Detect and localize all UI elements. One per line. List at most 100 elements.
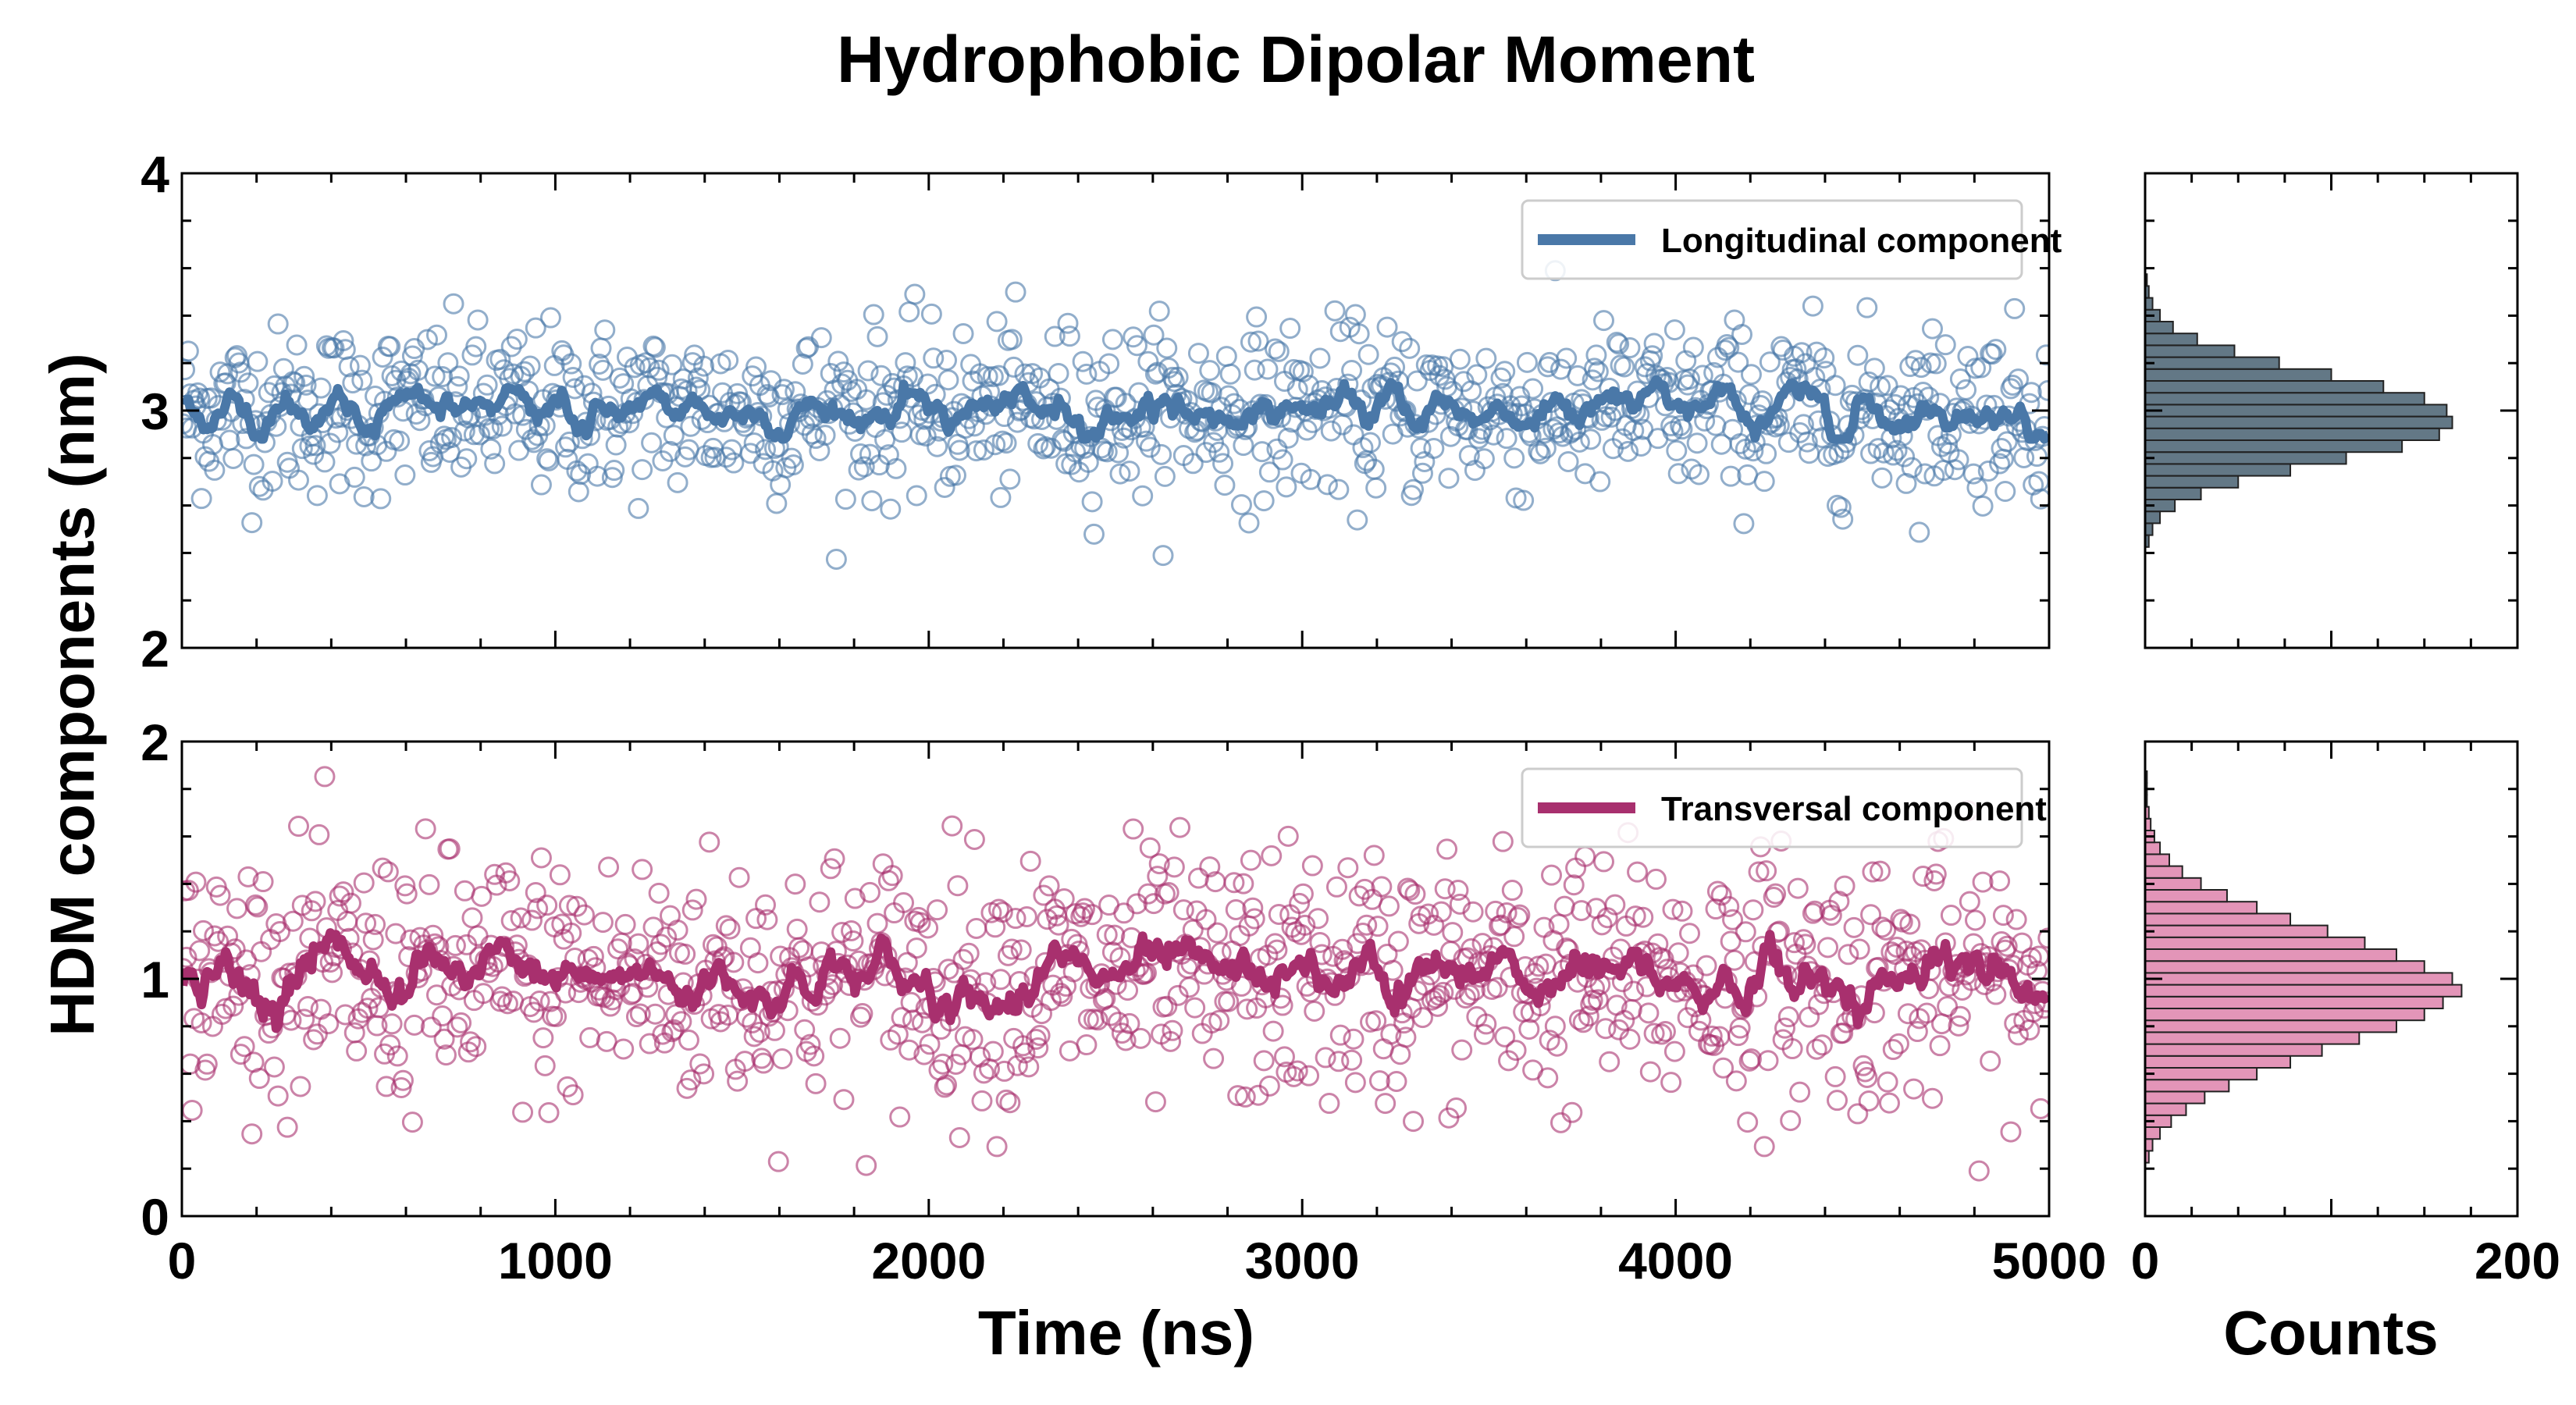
longitudinal-point [1051,429,1073,450]
longitudinal-point [1568,431,1590,453]
transversal-point [1619,1028,1641,1050]
transversal-point [1273,1046,1295,1068]
longitudinal-point [1968,413,1990,435]
transversal-point [1671,900,1693,922]
longitudinal-point [825,548,847,570]
longitudinal-point [1870,375,1891,397]
transversal-point [1356,914,1378,936]
transversal-point [1494,1026,1516,1048]
transversal-point [1753,1136,1775,1158]
transversal-point [1446,1097,1468,1119]
transversal-point [1929,1035,1951,1057]
transversal-point [201,1016,223,1037]
longitudinal-point [394,464,416,486]
longitudinal-point [1985,339,2007,361]
transversal-point [866,912,888,934]
transversal-hist-bar [2144,1031,2361,1045]
longitudinal-point [1614,356,1635,378]
transversal-point [592,912,614,934]
longitudinal-point [1815,361,1837,382]
longitudinal-point [1384,356,1406,378]
transversal-point [629,1003,651,1025]
longitudinal-point [1081,491,1103,513]
transversal-point [614,913,636,935]
longitudinal-point [857,360,879,382]
transversal-point [620,984,642,1005]
longitudinal-point [1144,363,1166,385]
transversal-point [1563,874,1585,896]
transversal-point [1856,1066,1878,1088]
transversal-point [648,882,670,904]
transversal-point [1139,837,1161,859]
transversal-point [1225,899,1247,921]
longitudinal-point [1466,364,1488,386]
transversal-point [1799,1006,1820,1028]
transversal-point [994,1060,1016,1082]
transversal-point [1718,895,1740,917]
transversal-point [1304,1000,1325,1022]
longitudinal-point [267,313,289,335]
transversal-point [290,1076,311,1097]
longitudinal-panel: 2 3 4 Longitudinal component [141,145,2062,678]
transversal-point [936,1074,958,1096]
longitudinal-point [306,485,328,507]
transversal-point [426,984,448,1006]
transversal-point [1458,984,1480,1006]
longitudinal-point [977,365,998,387]
longitudinal-point [1666,439,1688,461]
longitudinal-point [476,374,498,396]
transversal-point [435,1044,457,1066]
longitudinal-point [1215,346,1237,368]
transversal-point [1878,1092,1900,1114]
longitudinal-point [353,486,375,508]
longitudinal-point [370,488,392,510]
transversal-point [1019,850,1041,872]
transversal-point [500,910,522,932]
transversal-point [1663,1040,1685,1062]
longitudinal-point [1632,418,1654,440]
transversal-point [1783,932,1805,954]
transversal-point [196,1053,218,1075]
longitudinal-point [1096,441,1118,463]
longitudinal-point [224,347,246,368]
longitudinal-point [1415,354,1437,376]
longitudinal-point [1894,446,1916,468]
longitudinal-point [1824,375,1846,397]
transversal-point [396,883,418,905]
transversal-point [1010,939,1032,961]
transversal-point [471,885,493,907]
transversal-point [1119,1012,1140,1034]
transversal-panel: 0 1000 2000 3000 4000 5000 0 1 2 Transversal comp… [141,713,2106,1289]
transversal-point [248,1068,270,1090]
transversal-point [1593,851,1615,873]
transversal-point [1208,1009,1230,1031]
transversal-point [1740,1048,1762,1070]
transversal-point [1781,1038,1803,1060]
longitudinal-hist-bar [2144,475,2240,489]
longitudinal-point [570,464,592,486]
longitudinal-point [2008,368,2030,390]
longitudinal-point [237,372,259,394]
transversal-point [934,1076,955,1098]
longitudinal-point [1406,370,1428,392]
transversal-point [372,857,393,879]
transversal-point [304,891,326,912]
transversal-point [314,766,336,788]
longitudinal-point [1686,432,1708,454]
transversal-point [788,937,810,959]
transversal-point [1427,995,1449,1017]
transversal-point [1550,1112,1571,1133]
transversal-point [381,1013,403,1035]
transversal-point [193,919,215,941]
transversal-point [1262,1020,1284,1042]
transversal-hist-bar [2144,1079,2230,1093]
longitudinal-point [681,352,703,374]
transversal-point [1363,845,1385,866]
transversal-point [1875,919,1897,941]
longitudinal-point [333,329,354,351]
longitudinal-point [1251,441,1273,463]
transversal-point [252,871,274,893]
longitudinal-point [973,439,994,461]
longitudinal-point [1214,475,1236,496]
longitudinal-point [641,432,663,454]
